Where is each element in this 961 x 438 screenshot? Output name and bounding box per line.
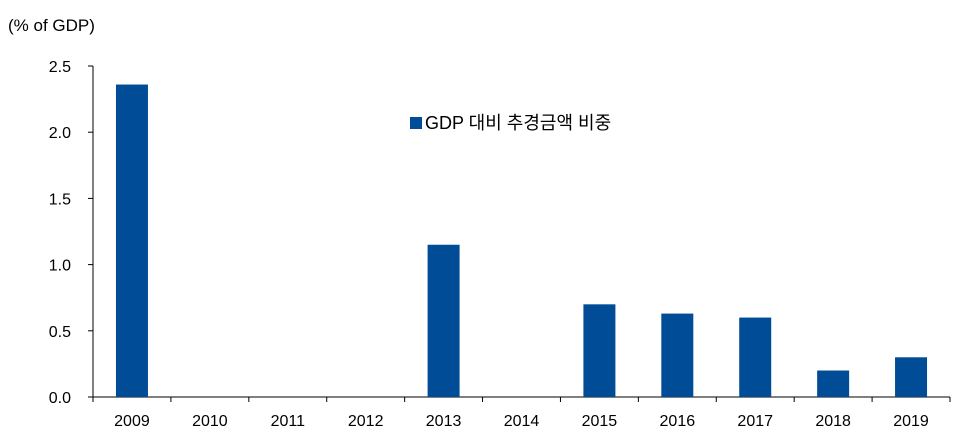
bar-2015 <box>583 304 616 397</box>
x-tick-label: 2018 <box>815 413 851 430</box>
y-tick-label: 1.5 <box>49 191 71 208</box>
bar-2019 <box>895 357 928 397</box>
y-tick-label: 0.0 <box>49 390 71 407</box>
x-tick-label: 2011 <box>271 413 306 430</box>
x-tick-label: 2017 <box>737 413 773 430</box>
x-tick-label: 2010 <box>192 413 228 430</box>
x-tick-label: 2013 <box>426 413 462 430</box>
y-tick-label: 2.5 <box>49 59 71 76</box>
legend-swatch <box>410 117 422 129</box>
bar-2016 <box>661 313 694 397</box>
y-tick-label: 2.0 <box>49 125 71 142</box>
bar-2017 <box>739 317 772 397</box>
bar-2009 <box>115 84 148 397</box>
x-tick-label: 2012 <box>348 413 384 430</box>
bar-2018 <box>817 370 850 397</box>
y-tick-label: 0.5 <box>49 324 71 341</box>
x-tick-label: 2009 <box>114 413 150 430</box>
legend: GDP 대비 추경금액 비중 <box>410 113 611 133</box>
y-tick-label: 1.0 <box>49 258 71 275</box>
x-tick-label: 2015 <box>582 413 618 430</box>
bars-group <box>115 84 928 397</box>
y-axis-unit-label: (% of GDP) <box>8 16 95 35</box>
x-tick-label: 2016 <box>660 413 696 430</box>
axes: 0.0 0.5 1.0 1.5 2.0 2.5 2009 2010 2011 2012 2013 20… <box>49 59 951 430</box>
x-tick-label: 2014 <box>504 413 540 430</box>
legend-label: GDP 대비 추경금액 비중 <box>425 113 611 133</box>
x-tick-label: 2019 <box>893 413 929 430</box>
bar-2013 <box>427 244 460 397</box>
